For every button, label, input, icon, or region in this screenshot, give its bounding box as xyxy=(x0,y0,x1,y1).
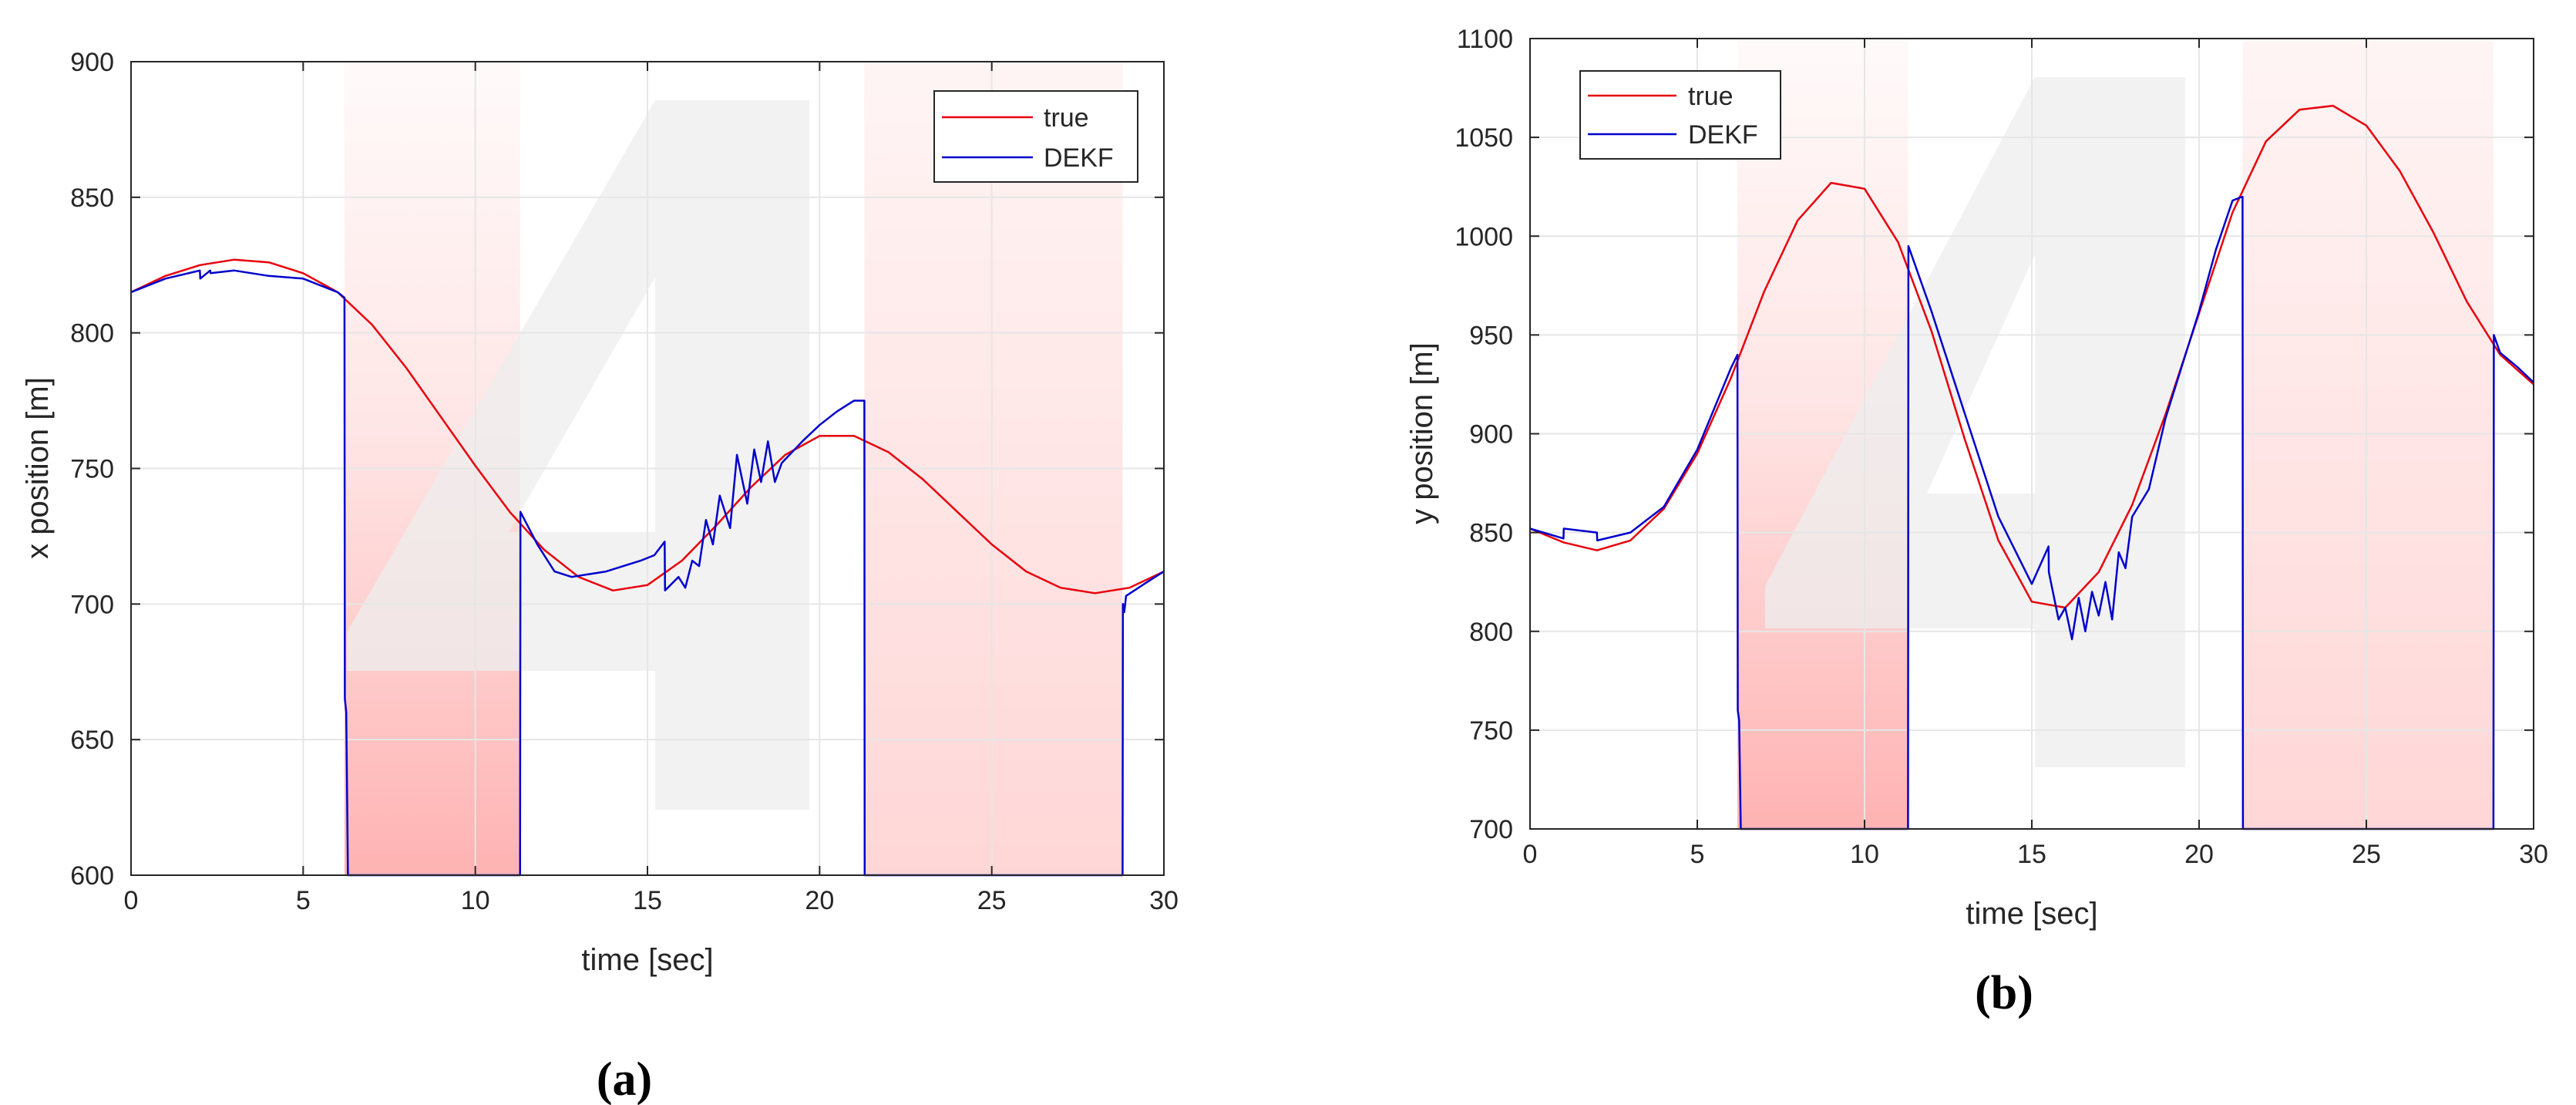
legend-label-true: true xyxy=(1044,103,1089,133)
y-tick-label: 1050 xyxy=(1454,123,1513,153)
legend-label-dekf: DEKF xyxy=(1688,120,1758,150)
y-tick-label: 1000 xyxy=(1454,222,1513,251)
chart-panel-b: 0 5 10 15 20 25 30 700 750 800 850 900 950 1000 1050 1… xyxy=(1405,25,2548,1019)
x-tick-label: 0 xyxy=(1523,840,1538,869)
legend-label-true: true xyxy=(1688,82,1734,111)
x-tick-label: 10 xyxy=(461,886,490,915)
x-tick-label: 0 xyxy=(124,886,139,915)
x-tick-label: 15 xyxy=(633,886,662,915)
y-tick-labels: 700 750 800 850 900 950 1000 1050 1100 xyxy=(1454,25,1513,844)
x-tick-labels: 0 5 10 15 20 25 30 xyxy=(1523,840,2548,869)
y-tick-label: 900 xyxy=(70,48,114,77)
y-tick-label: 800 xyxy=(70,319,114,349)
y-tick-label: 700 xyxy=(1469,815,1513,844)
series-lines xyxy=(1529,104,2534,830)
legend-box xyxy=(933,90,1138,183)
grid-lines xyxy=(1530,39,2534,829)
x-tick-label: 20 xyxy=(805,886,834,915)
tick-marks xyxy=(130,61,1165,876)
x-tick-label: 20 xyxy=(2184,840,2214,869)
x-tick-label: 15 xyxy=(2017,840,2046,869)
y-tick-label: 950 xyxy=(1469,321,1513,350)
watermark-logo xyxy=(347,100,809,810)
legend-box xyxy=(1579,70,1781,160)
legend-label-dekf: DEKF xyxy=(1044,143,1114,173)
y-tick-labels: 600 650 700 750 800 850 900 xyxy=(70,48,114,891)
legend: true DEKF xyxy=(1579,70,1781,160)
x-tick-labels: 0 5 10 15 20 25 30 xyxy=(124,886,1179,915)
legend: true DEKF xyxy=(933,90,1138,183)
y-tick-label: 900 xyxy=(1469,420,1513,450)
series-lines xyxy=(130,258,1165,877)
grid-lines xyxy=(131,62,1164,875)
series-line-dekf xyxy=(130,269,1165,877)
watermark-logo xyxy=(1765,77,2185,767)
y-tick-label: 850 xyxy=(1469,519,1513,548)
y-axis-label: y position [m] xyxy=(1405,342,1439,524)
panel-label-a: (a) xyxy=(597,1053,652,1105)
x-axis-label: time [sec] xyxy=(1966,897,2097,931)
y-tick-label: 800 xyxy=(1469,618,1513,647)
x-tick-label: 10 xyxy=(1850,840,1879,869)
x-tick-label: 30 xyxy=(2519,840,2548,869)
y-tick-label: 700 xyxy=(70,590,114,619)
x-tick-label: 30 xyxy=(1149,886,1179,915)
x-axis-label: time [sec] xyxy=(581,943,713,977)
x-tick-label: 25 xyxy=(2352,840,2381,869)
y-tick-label: 650 xyxy=(70,726,114,755)
y-tick-label: 600 xyxy=(70,861,114,891)
series-line-true xyxy=(1529,104,2534,609)
x-tick-label: 5 xyxy=(1690,840,1705,869)
y-tick-label: 850 xyxy=(70,184,114,213)
y-axis-label: x position [m] xyxy=(21,377,55,559)
x-tick-label: 25 xyxy=(977,886,1007,915)
y-tick-label: 1100 xyxy=(1457,25,1513,54)
y-tick-label: 750 xyxy=(1469,716,1513,746)
chart-panel-a: 0 5 10 15 20 25 30 600 650 700 750 800 850 900 time … xyxy=(21,48,1179,1105)
tick-marks xyxy=(1529,38,2534,830)
series-line-true xyxy=(130,258,1165,595)
series-line-dekf xyxy=(1529,195,2534,830)
x-tick-label: 5 xyxy=(296,886,311,915)
panel-label-b: (b) xyxy=(1975,967,2033,1019)
y-tick-label: 750 xyxy=(70,455,114,484)
